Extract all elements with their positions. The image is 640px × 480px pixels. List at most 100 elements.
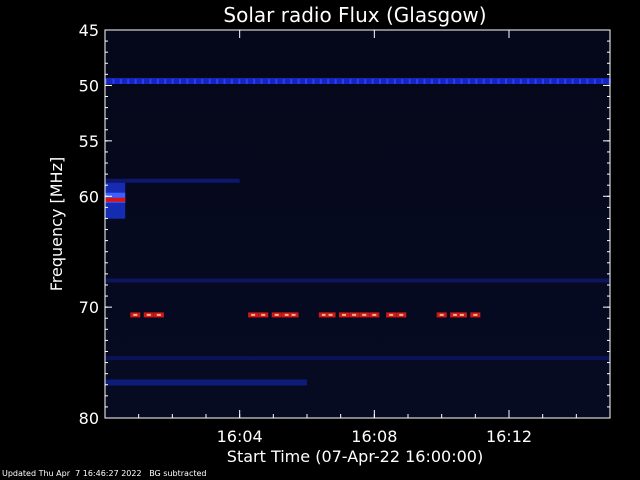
band-dot: [142, 78, 145, 84]
band-dot: [119, 78, 122, 84]
pulse-core-16: [439, 313, 444, 316]
x-axis-label: Start Time (07-Apr-22 16:00:00): [227, 447, 483, 466]
x-tick-label: 16:04: [217, 427, 263, 446]
y-tick-label: 55: [79, 132, 99, 151]
pulse-core-7: [291, 313, 296, 316]
band-dot: [371, 78, 374, 84]
pulse-core-2: [156, 313, 161, 316]
band-dot: [393, 78, 396, 84]
pulse-core-0: [133, 313, 138, 316]
pulse-core-19: [473, 313, 478, 316]
band-dot: [512, 78, 515, 84]
band-dot: [230, 78, 233, 84]
plot-area: [105, 30, 610, 418]
band-dot: [134, 78, 137, 84]
band-1: [105, 178, 240, 183]
band-dot: [238, 78, 241, 84]
pulse-core-5: [274, 313, 279, 316]
band-dot: [497, 78, 500, 84]
band-dot: [601, 78, 604, 84]
footer-note: BG subtracted: [149, 469, 207, 478]
band-dot: [312, 78, 315, 84]
y-tick-label: 70: [79, 298, 99, 317]
pulse-core-3: [251, 313, 256, 316]
y-tick-label: 45: [79, 21, 99, 40]
band-3: [105, 356, 610, 361]
band-dot: [571, 78, 574, 84]
band-dot: [379, 78, 382, 84]
x-tick-label: 16:12: [486, 427, 532, 446]
y-axis: 45 50 55 60 70 80: [79, 21, 610, 428]
band-dot: [253, 78, 256, 84]
pulse-core-18: [459, 313, 464, 316]
band-dot: [193, 78, 196, 84]
band-dot: [342, 78, 345, 84]
band-dot: [504, 78, 507, 84]
heatmap-features: [105, 77, 611, 386]
y-tick-label: 60: [79, 187, 99, 206]
band-dot: [127, 78, 130, 84]
band-dot: [401, 78, 404, 84]
band-dot: [416, 78, 419, 84]
pulse-core-10: [342, 313, 347, 316]
band-dot: [267, 78, 270, 84]
band-dot: [460, 78, 463, 84]
band-dot: [593, 78, 596, 84]
band-dot: [171, 78, 174, 84]
band-dot: [430, 78, 433, 84]
band-dot: [290, 78, 293, 84]
band-dot: [164, 78, 167, 84]
band-dot: [216, 78, 219, 84]
band-dot: [304, 78, 307, 84]
band-dot: [282, 78, 285, 84]
pulse-core-8: [321, 313, 326, 316]
pulse-core-17: [453, 313, 458, 316]
band-dot: [112, 78, 115, 84]
band-dot: [475, 78, 478, 84]
band-dot: [579, 78, 582, 84]
band-4: [105, 379, 307, 386]
pulse-core-12: [362, 313, 367, 316]
band-dot: [549, 78, 552, 84]
band-dot: [445, 78, 448, 84]
band-dot: [386, 78, 389, 84]
pulse-core-1: [146, 313, 151, 316]
pulse-core-11: [352, 313, 357, 316]
pulse-core-9: [328, 313, 333, 316]
y-tick-label: 50: [79, 76, 99, 95]
y-tick-label: 80: [79, 409, 99, 428]
pulse-core-4: [261, 313, 266, 316]
band-2: [105, 278, 610, 283]
band-dot: [334, 78, 337, 84]
x-axis: 16:04 16:08 16:12: [138, 30, 577, 446]
plot-frame: [104, 29, 611, 419]
band-dot: [453, 78, 456, 84]
band-dot: [156, 78, 159, 84]
band-dot: [586, 78, 589, 84]
band-dot: [556, 78, 559, 84]
band-dot: [408, 78, 411, 84]
band-dot: [534, 78, 537, 84]
band-dot: [349, 78, 352, 84]
pulse-core-13: [372, 313, 377, 316]
band-dot: [467, 78, 470, 84]
band-dot: [201, 78, 204, 84]
band-dot: [423, 78, 426, 84]
band-dot: [356, 78, 359, 84]
band-dot: [149, 78, 152, 84]
x-tick-label: 16:08: [351, 427, 397, 446]
band-dot: [527, 78, 530, 84]
pulse-core-6: [284, 313, 289, 316]
band-dot: [223, 78, 226, 84]
footer-updated: Updated Thu Apr 7 16:46:27 2022: [2, 469, 142, 478]
band-dot: [260, 78, 263, 84]
band-dot: [541, 78, 544, 84]
band-dot: [482, 78, 485, 84]
band-dot: [364, 78, 367, 84]
chart-title: Solar radio Flux (Glasgow): [223, 3, 486, 27]
band-dot: [245, 78, 248, 84]
band-dot: [275, 78, 278, 84]
pulse-core-14: [389, 313, 394, 316]
band-dot: [327, 78, 330, 84]
